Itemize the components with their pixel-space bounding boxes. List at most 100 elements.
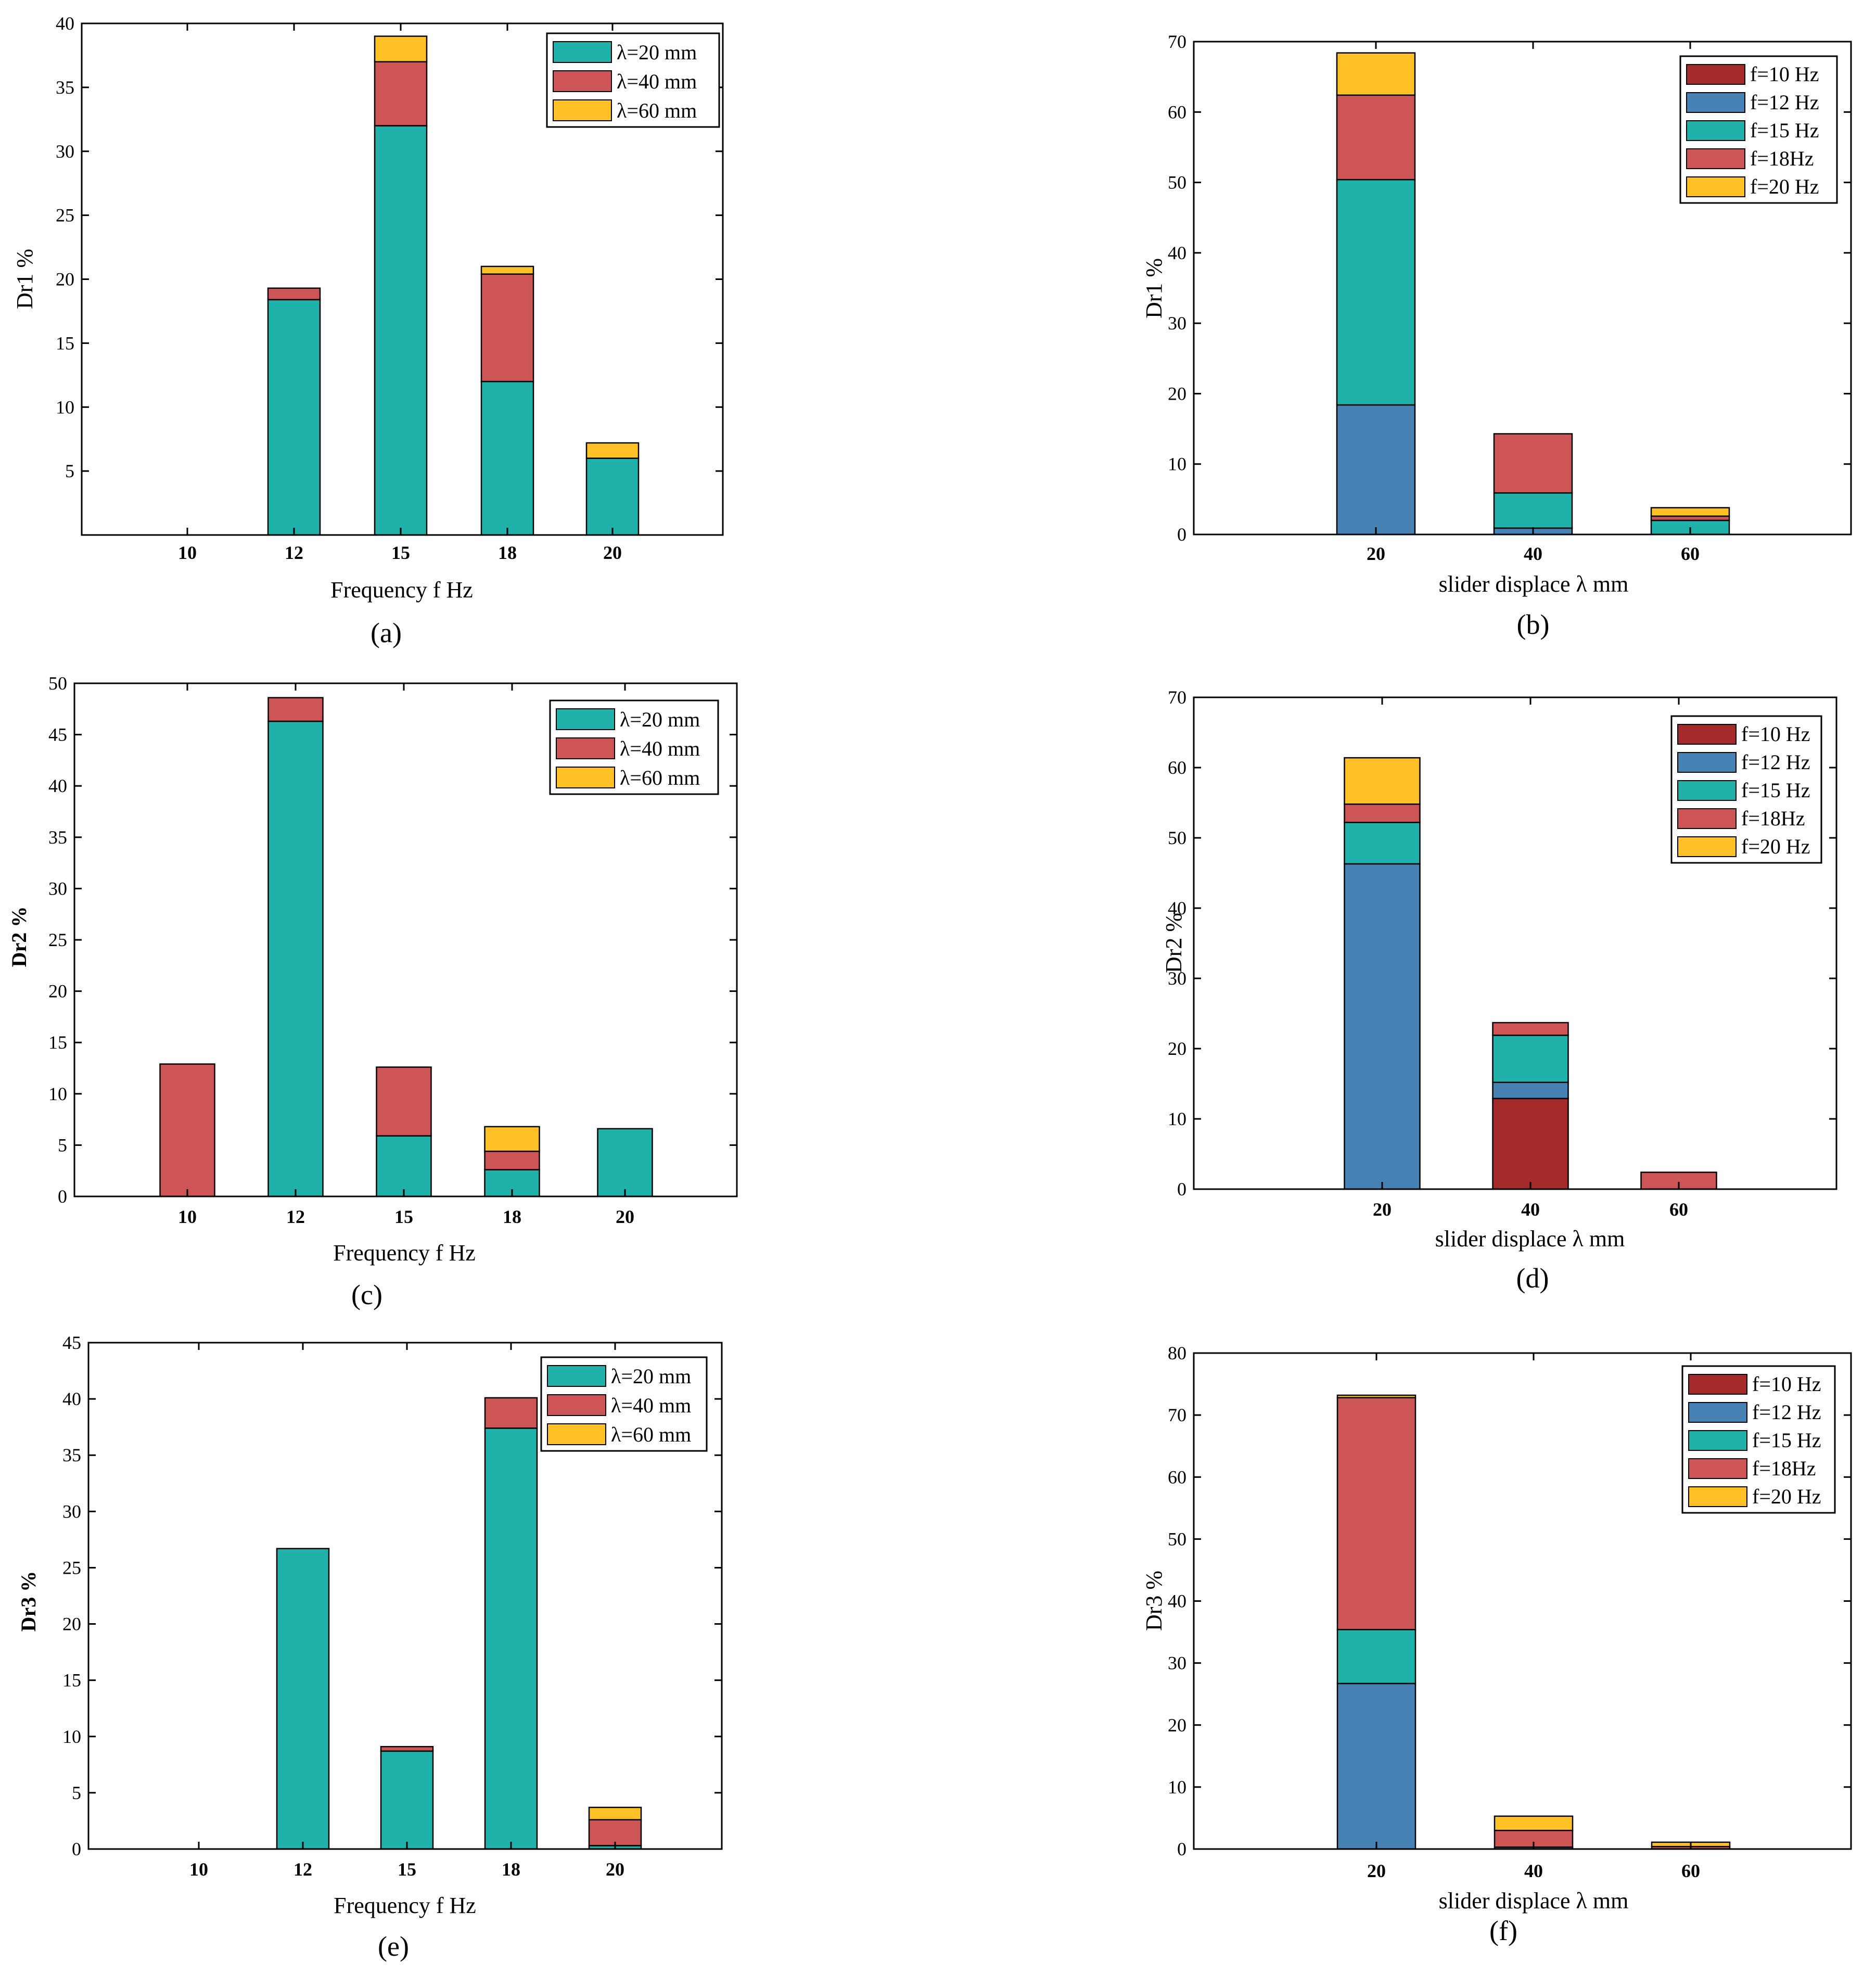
legend: f=10 Hz f=12 Hz f=15 Hz f=18Hz f=20 Hz — [1679, 55, 1838, 204]
x-tick-label: 20 — [1367, 543, 1385, 564]
legend-label: f=12 Hz — [1750, 91, 1819, 114]
y-tick-label: 5 — [65, 461, 74, 481]
legend-label: f=18Hz — [1752, 1457, 1816, 1480]
bar-segment — [480, 265, 534, 275]
legend-swatch — [1688, 1374, 1747, 1395]
y-tick-label: 30 — [1168, 313, 1186, 334]
bar-segment — [1492, 1081, 1569, 1100]
bar-segment — [267, 287, 321, 301]
x-tick-label: 10 — [189, 1859, 208, 1880]
bar-segment — [374, 61, 428, 126]
y-tick-label: 20 — [56, 269, 74, 290]
legend-swatch — [553, 70, 612, 92]
y-tick-label: 70 — [1168, 1405, 1186, 1425]
plot-frame — [1193, 1352, 1852, 1850]
y-tick-label: 25 — [56, 205, 74, 226]
bar-segment — [380, 1745, 434, 1752]
bar-segment — [276, 1548, 330, 1850]
x-tick-label: 20 — [616, 1206, 634, 1227]
x-axis-title: slider displace λ mm — [1439, 1888, 1629, 1914]
legend-swatch — [1677, 836, 1737, 857]
bar-segment — [1492, 1035, 1569, 1083]
legend-swatch — [1677, 808, 1737, 829]
y-tick-label: 10 — [62, 1726, 81, 1747]
legend: λ=20 mm λ=40 mm λ=60 mm — [540, 1356, 708, 1452]
bar-segment — [1344, 803, 1421, 823]
y-tick-label: 25 — [62, 1557, 81, 1578]
plot-frame — [73, 682, 738, 1197]
bar-segment — [480, 273, 534, 383]
bar-segment — [1492, 1022, 1569, 1036]
legend-label: f=20 Hz — [1752, 1485, 1821, 1508]
y-tick-label: 50 — [1168, 1528, 1186, 1549]
y-tick-label: 50 — [48, 673, 67, 694]
legend-label: λ=40 mm — [620, 737, 700, 760]
legend-swatch — [1688, 1402, 1747, 1423]
y-tick-label: 0 — [1177, 524, 1186, 545]
bar-segment — [1492, 1098, 1569, 1190]
legend-swatch — [556, 737, 615, 759]
y-tick-label: 20 — [1168, 383, 1186, 404]
legend-label: λ=40 mm — [611, 1394, 691, 1417]
bar-segment — [480, 380, 534, 536]
y-tick-label: 40 — [1168, 1591, 1186, 1612]
x-axis-title: Frequency f Hz — [334, 1893, 476, 1918]
panel-label: (c) — [351, 1279, 382, 1310]
bar-segment — [1493, 492, 1573, 529]
panel-label: (d) — [1516, 1263, 1549, 1294]
y-tick-label: 60 — [1168, 101, 1186, 122]
bar-segment — [585, 442, 640, 459]
x-tick-label: 20 — [1367, 1860, 1386, 1881]
y-tick-label: 5 — [58, 1134, 67, 1155]
legend-label: f=10 Hz — [1741, 722, 1810, 746]
bar-segment — [1494, 1815, 1574, 1831]
y-tick-label: 35 — [56, 77, 74, 98]
bar-segment — [267, 720, 324, 1197]
bar-segment — [1336, 94, 1416, 181]
x-tick-label: 10 — [178, 542, 197, 563]
bar-segment — [1336, 1682, 1416, 1850]
x-axis-title: Frequency f Hz — [333, 1240, 476, 1266]
plot-frame — [87, 1342, 723, 1850]
legend-label: λ=20 mm — [611, 1365, 691, 1388]
legend-swatch — [1686, 148, 1745, 169]
bar-segment — [1344, 822, 1421, 865]
bar-segment — [1336, 52, 1416, 96]
legend-label: λ=60 mm — [611, 1423, 691, 1446]
x-tick-label: 20 — [603, 542, 622, 563]
legend-swatch — [556, 708, 615, 730]
plot-frame — [1193, 696, 1837, 1190]
legend-swatch — [547, 1394, 606, 1416]
y-tick-label: 25 — [48, 929, 67, 950]
bar-segment — [1336, 404, 1416, 536]
x-tick-label: 20 — [1373, 1199, 1392, 1220]
bar-segment — [1344, 757, 1421, 805]
y-tick-label: 10 — [48, 1083, 67, 1104]
legend-label: f=20 Hz — [1741, 835, 1810, 858]
y-tick-label: 0 — [72, 1839, 81, 1859]
y-tick-label: 40 — [48, 775, 67, 796]
legend: f=10 Hz f=12 Hz f=15 Hz f=18Hz f=20 Hz — [1670, 715, 1822, 864]
y-axis-title: Dr3 % — [1141, 1571, 1167, 1631]
legend-swatch — [1686, 92, 1745, 113]
bar-segment — [1336, 179, 1416, 406]
legend-label: f=18Hz — [1750, 147, 1814, 170]
x-tick-label: 15 — [391, 542, 410, 563]
y-axis-title: Dr2 % — [7, 907, 31, 967]
plot-frame — [81, 22, 724, 536]
y-tick-label: 50 — [1168, 827, 1186, 848]
y-tick-label: 40 — [62, 1388, 81, 1409]
y-tick-label: 10 — [1168, 1777, 1186, 1797]
legend-label: λ=20 mm — [617, 41, 697, 64]
legend-swatch — [553, 99, 612, 121]
x-axis-title: slider displace λ mm — [1435, 1226, 1625, 1252]
bar-segment — [1650, 507, 1730, 517]
y-axis-title: Dr1 % — [12, 249, 37, 309]
y-tick-label: 30 — [48, 878, 67, 899]
panel-label: (b) — [1517, 609, 1550, 640]
x-tick-label: 12 — [285, 542, 303, 563]
x-tick-label: 20 — [606, 1859, 624, 1880]
x-tick-label: 40 — [1521, 1199, 1540, 1220]
bar-segment — [1336, 1629, 1416, 1685]
